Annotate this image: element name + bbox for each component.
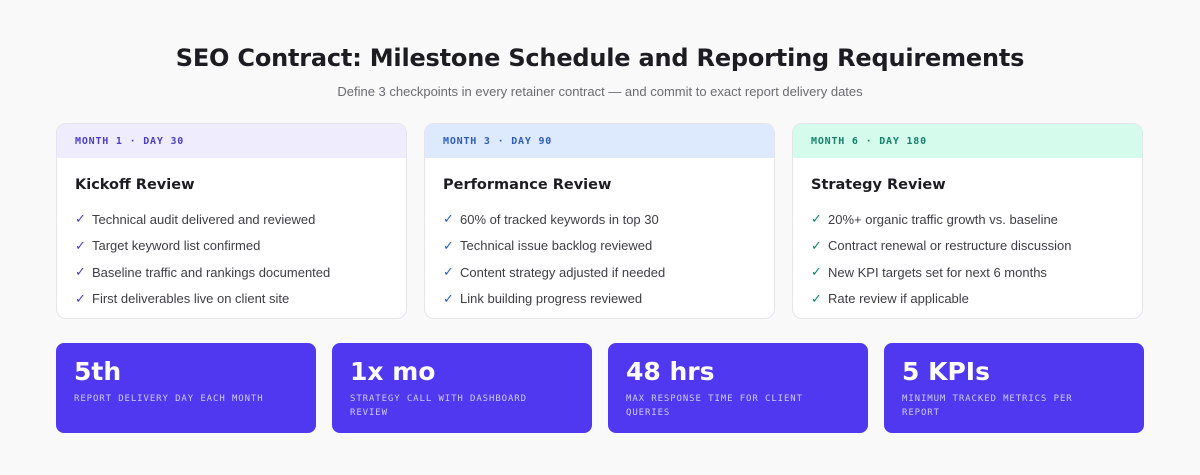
checklist-item: ✓ Link building progress reviewed [443,286,756,313]
checkmark-icon: ✓ [443,264,454,280]
checklist-item-text: Rate review if applicable [828,291,969,307]
checkpoint-card-month-3: MONTH 3 · DAY 90 Performance Review ✓ 60… [424,123,775,319]
checklist-item-text: 20%+ organic traffic growth vs. baseline [828,211,1058,227]
stat-tile-response-time: 48 hrs MAX RESPONSE TIME FOR CLIENT QUER… [608,343,868,433]
checkpoint-card-month-1: MONTH 1 · DAY 30 Kickoff Review ✓ Techni… [56,123,407,319]
stat-value: 5 KPIs [902,357,990,386]
checklist-item: ✓ Content strategy adjusted if needed [443,259,756,286]
stat-tiles: 5th REPORT DELIVERY DAY EACH MONTH 1x mo… [56,343,1144,433]
stat-label: REPORT DELIVERY DAY EACH MONTH [74,393,264,404]
checkpoint-title: Kickoff Review [75,177,195,193]
checklist-item: ✓ Rate review if applicable [811,286,1124,313]
stat-tile-kpis: 5 KPIs MINIMUM TRACKED METRICS PER REPOR… [884,343,1144,433]
checklist-item: ✓ Technical audit delivered and reviewed [75,206,388,233]
page-subtitle: Define 3 checkpoints in every retainer c… [337,84,863,99]
checklist-item-text: Technical audit delivered and reviewed [92,211,316,227]
checkmark-icon: ✓ [75,290,86,306]
checklist-item-text: Content strategy adjusted if needed [460,264,666,280]
stat-label: MAX RESPONSE TIME FOR CLIENT QUERIES [626,393,803,418]
checkmark-icon: ✓ [811,290,822,306]
checklist-item: ✓ Contract renewal or restructure discus… [811,233,1124,260]
checklist-item-text: Contract renewal or restructure discussi… [828,238,1072,254]
checklist-item-text: 60% of tracked keywords in top 30 [460,211,659,227]
page-header: SEO Contract: Milestone Schedule and Rep… [0,44,1200,99]
checkmark-icon: ✓ [811,211,822,227]
checklist-item-text: Link building progress reviewed [460,291,643,307]
checkmark-icon: ✓ [811,237,822,253]
checkmark-icon: ✓ [443,211,454,227]
checklist-item-text: New KPI targets set for next 6 months [828,264,1047,280]
checkpoint-tag: MONTH 3 · DAY 90 [425,124,774,158]
checkmark-icon: ✓ [75,211,86,227]
checklist-item: ✓ Target keyword list confirmed [75,233,388,260]
checklist-item-text: First deliverables live on client site [92,291,290,307]
checkpoint-title: Strategy Review [811,177,946,193]
checklist-item: ✓ 60% of tracked keywords in top 30 [443,206,756,233]
stat-label: STRATEGY CALL WITH DASHBOARD REVIEW [350,393,527,418]
stat-value: 48 hrs [626,357,715,386]
checkmark-icon: ✓ [75,264,86,280]
checkmark-icon: ✓ [75,237,86,253]
checkpoint-card-month-6: MONTH 6 · DAY 180 Strategy Review ✓ 20%+… [792,123,1143,319]
stat-tile-strategy-call: 1x mo STRATEGY CALL WITH DASHBOARD REVIE… [332,343,592,433]
checklist-item-text: Baseline traffic and rankings documented [92,264,331,280]
checkmark-icon: ✓ [443,237,454,253]
stat-value: 5th [74,357,122,386]
stat-tile-report-day: 5th REPORT DELIVERY DAY EACH MONTH [56,343,316,433]
checklist-item: ✓ 20%+ organic traffic growth vs. baseli… [811,206,1124,233]
checkpoint-cards: MONTH 1 · DAY 30 Kickoff Review ✓ Techni… [56,123,1144,319]
checklist-item: ✓ Baseline traffic and rankings document… [75,259,388,286]
checklist-item: ✓ Technical issue backlog reviewed [443,233,756,260]
stat-value: 1x mo [350,357,436,386]
checkpoint-tag: MONTH 1 · DAY 30 [57,124,406,158]
checkpoint-title: Performance Review [443,177,612,193]
checklist-item-text: Technical issue backlog reviewed [460,238,653,254]
checkmark-icon: ✓ [811,264,822,280]
page-title: SEO Contract: Milestone Schedule and Rep… [175,44,1025,72]
checklist-item: ✓ New KPI targets set for next 6 months [811,259,1124,286]
stat-label: MINIMUM TRACKED METRICS PER REPORT [902,393,1073,418]
checkmark-icon: ✓ [443,290,454,306]
checkpoint-tag: MONTH 6 · DAY 180 [793,124,1142,158]
checklist-item-text: Target keyword list confirmed [92,238,261,254]
checklist-item: ✓ First deliverables live on client site [75,286,388,313]
